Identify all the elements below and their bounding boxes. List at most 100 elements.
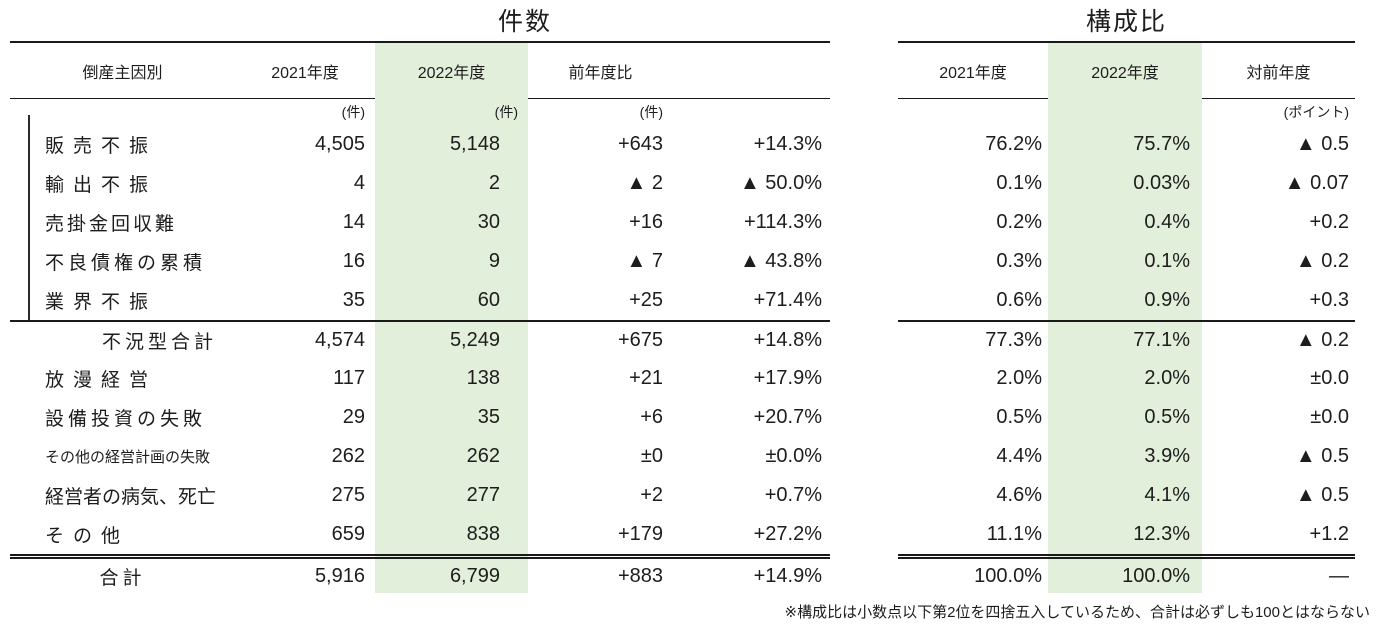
cell-2022-count: 5,148: [375, 125, 528, 164]
unit-vs-prev: (ポイント): [1283, 104, 1349, 120]
cell-2021-share: 11.1%: [986, 523, 1042, 545]
cell-label: 輸出不振: [45, 175, 158, 196]
cell-yoy-pct: +17.9%: [753, 367, 822, 389]
header-2021: 2021年度: [235, 43, 375, 99]
header-2022: 2022年度: [375, 43, 528, 99]
total-row: 合計 5,916 6,799 +883 +14.9%: [10, 554, 830, 593]
cell-yoy-diff: ▲ 2: [626, 172, 663, 194]
unit-spacer: [673, 99, 830, 125]
cell-2021-share: 0.6%: [996, 289, 1042, 311]
cell-yoy-diff: +16: [629, 211, 663, 233]
cell-2022-share: 3.9%: [1048, 437, 1202, 476]
cell-yoy-diff: +179: [617, 523, 663, 545]
cell-2021-count: 659: [331, 523, 365, 545]
header-yoy: 前年度比: [528, 43, 673, 99]
cell-yoy-pct: +14.8%: [753, 329, 822, 351]
cell-yoy-pct: +20.7%: [753, 406, 822, 428]
cell-pt-change: ▲ 0.2: [1295, 329, 1349, 351]
cell-2022-count: 60: [375, 281, 528, 320]
cell-2022-share: 2.0%: [1048, 359, 1202, 398]
cell-2022-share: 100.0%: [1048, 554, 1202, 593]
unit-spacer: [898, 99, 1048, 125]
table-row-recession-subtotal: 不況型合計 4,574 5,249 +675 +14.8%: [10, 320, 830, 359]
table-row: 輸出不振 4 2 ▲ 2 ▲ 50.0%: [10, 164, 830, 203]
cell-pt-change: ▲ 0.5: [1295, 484, 1349, 506]
share-unit-row: (ポイント): [898, 99, 1355, 125]
cell-yoy-pct: ▲ 50.0%: [739, 172, 822, 194]
table-row: 業界不振 35 60 +25 +71.4%: [10, 281, 830, 320]
cell-2021-count: 4: [353, 172, 365, 194]
cell-yoy-pct: +114.3%: [743, 211, 822, 233]
cell-2022-count: 9: [375, 242, 528, 281]
cell-2021-count: 16: [342, 250, 365, 272]
unit-spacer: [1048, 99, 1202, 125]
cell-pt-change: ▲ 0.5: [1295, 133, 1349, 155]
cell-2022-share: 0.03%: [1048, 164, 1202, 203]
cell-yoy-diff: +6: [640, 406, 663, 428]
cell-2022-count: 6,799: [375, 554, 528, 593]
footnote: ※構成比は小数点以下第2位を四捨五入しているため、合計は必ずしも100とはならな…: [784, 604, 1371, 621]
cell-yoy-diff: +21: [629, 367, 663, 389]
cell-yoy-pct: ±0.0%: [765, 445, 822, 467]
table-row: 0.5% 0.5% ±0.0: [898, 398, 1355, 437]
cell-2021-share: 100.0%: [898, 554, 1048, 593]
share-table: 2021年度 2022年度 対前年度 (ポイント) 76.2% 75.7% ▲ …: [898, 41, 1355, 593]
cell-yoy-diff: ±0: [640, 445, 663, 467]
cell-2021-count: 117: [333, 367, 365, 389]
cell-label: 売掛金回収難: [45, 214, 178, 235]
cell-yoy-diff: +25: [629, 289, 663, 311]
recession-group-bracket: [28, 115, 30, 320]
cell-2022-share: 0.1%: [1048, 242, 1202, 281]
table-row: 4.4% 3.9% ▲ 0.5: [898, 437, 1355, 476]
cell-yoy-diff: +883: [528, 554, 673, 593]
count-table: 倒産主因別 2021年度 2022年度 前年度比 (件) (件) (件) 販売不…: [10, 41, 830, 593]
cell-pt-change: +0.3: [1309, 289, 1349, 311]
cell-pt-change: —: [1202, 554, 1355, 593]
table-row: その他 659 838 +179 +27.2%: [10, 515, 830, 554]
header-cause: 倒産主因別: [10, 43, 235, 99]
cell-2021-count: 275: [331, 484, 365, 506]
cell-2022-share: 0.9%: [1048, 281, 1202, 320]
cell-label: その他: [45, 526, 130, 547]
total-row: 100.0% 100.0% —: [898, 554, 1355, 593]
table-row: 0.2% 0.4% +0.2: [898, 203, 1355, 242]
table-row-recession-subtotal: 77.3% 77.1% ▲ 0.2: [898, 320, 1355, 359]
cell-2022-share: 0.4%: [1048, 203, 1202, 242]
cell-yoy-pct: +27.2%: [753, 523, 822, 545]
cell-2022-count: 138: [375, 359, 528, 398]
table-row: 売掛金回収難 14 30 +16 +114.3%: [10, 203, 830, 242]
cell-2021-share: 4.6%: [996, 484, 1042, 506]
unit-spacer: [10, 99, 235, 125]
cell-2021-share: 0.5%: [996, 406, 1042, 428]
cell-pt-change: +1.2: [1309, 523, 1349, 545]
table-row: 0.1% 0.03% ▲ 0.07: [898, 164, 1355, 203]
table-row: 76.2% 75.7% ▲ 0.5: [898, 125, 1355, 164]
cell-2021-count: 262: [331, 445, 365, 467]
header-2021: 2021年度: [898, 43, 1048, 99]
table-row: 0.3% 0.1% ▲ 0.2: [898, 242, 1355, 281]
cell-yoy-pct: ▲ 43.8%: [739, 250, 822, 272]
cell-yoy-pct: +14.9%: [673, 554, 830, 593]
cell-2022-count: 2: [375, 164, 528, 203]
cell-label: 不良債権の累積: [45, 253, 207, 274]
cell-label: 販売不振: [45, 136, 158, 157]
unit-yoy: (件): [639, 104, 663, 120]
cell-2021-count: 35: [342, 289, 365, 311]
cell-2021-count: 4,574: [314, 329, 365, 351]
cell-2022-share: 77.1%: [1048, 322, 1202, 359]
table-row: 販売不振 4,505 5,148 +643 +14.3%: [10, 125, 830, 164]
table-row: 不良債権の累積 16 9 ▲ 7 ▲ 43.8%: [10, 242, 830, 281]
cell-2021-share: 0.3%: [996, 250, 1042, 272]
cell-yoy-diff: ▲ 7: [626, 250, 663, 272]
header-vs-prev: 対前年度: [1202, 43, 1355, 99]
cell-yoy-diff: +675: [617, 329, 663, 351]
share-section-title: 構成比: [1085, 8, 1167, 36]
cell-2022-count: 35: [375, 398, 528, 437]
cell-yoy-pct: +71.4%: [753, 289, 822, 311]
cell-2021-share: 2.0%: [996, 367, 1042, 389]
cell-2022-count: 262: [375, 437, 528, 476]
cell-pt-change: ±0.0: [1310, 367, 1349, 389]
cell-2022-count: 277: [375, 476, 528, 515]
header-2022: 2022年度: [1048, 43, 1202, 99]
